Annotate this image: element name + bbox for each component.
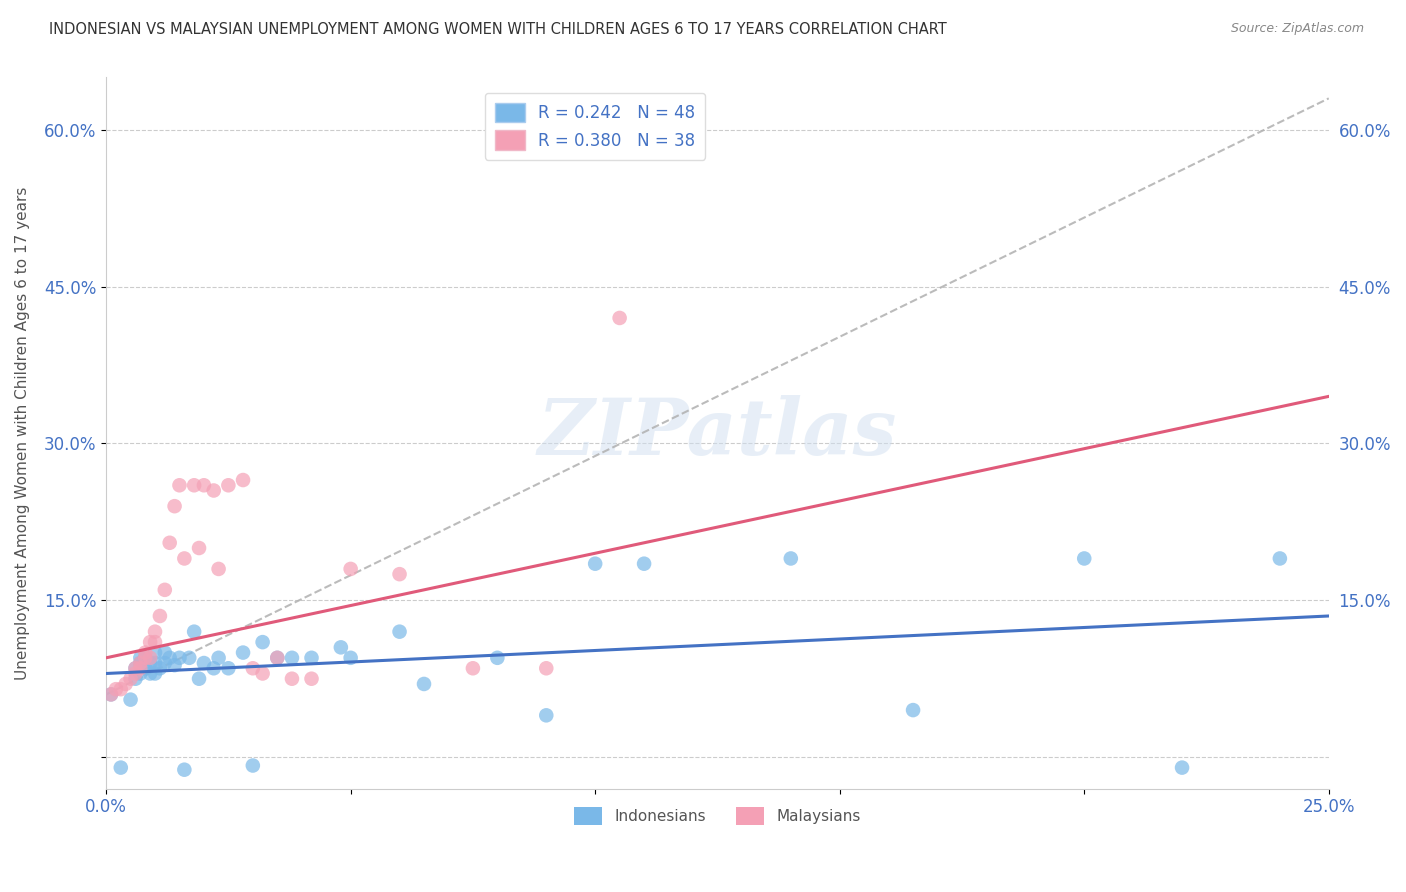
Point	[188, 541, 211, 555]
Point	[179, 650, 201, 665]
Point	[281, 672, 304, 686]
Point	[153, 582, 176, 597]
Point	[129, 666, 152, 681]
Point	[217, 478, 239, 492]
Point	[583, 557, 606, 571]
Point	[193, 656, 215, 670]
Point	[266, 650, 288, 665]
Point	[110, 682, 132, 697]
Point	[1171, 761, 1194, 775]
Point	[301, 672, 323, 686]
Point	[461, 661, 484, 675]
Point	[188, 672, 211, 686]
Point	[134, 646, 156, 660]
Point	[100, 687, 122, 701]
Point	[486, 650, 509, 665]
Point	[217, 661, 239, 675]
Point	[609, 310, 631, 325]
Point	[134, 650, 156, 665]
Point	[139, 650, 162, 665]
Text: Source: ZipAtlas.com: Source: ZipAtlas.com	[1230, 22, 1364, 36]
Point	[143, 624, 166, 639]
Point	[536, 708, 558, 723]
Point	[104, 682, 127, 697]
Point	[232, 646, 254, 660]
Point	[129, 656, 152, 670]
Text: ZIPatlas: ZIPatlas	[537, 395, 897, 471]
Point	[153, 646, 176, 660]
Point	[779, 551, 801, 566]
Point	[193, 478, 215, 492]
Point	[252, 666, 274, 681]
Point	[633, 557, 655, 571]
Point	[329, 640, 352, 655]
Point	[100, 687, 122, 701]
Point	[1073, 551, 1095, 566]
Point	[124, 661, 146, 675]
Point	[149, 609, 172, 624]
Point	[143, 635, 166, 649]
Point	[134, 650, 156, 665]
Point	[149, 661, 172, 675]
Point	[242, 661, 264, 675]
Point	[173, 763, 195, 777]
Point	[207, 650, 229, 665]
Text: INDONESIAN VS MALAYSIAN UNEMPLOYMENT AMONG WOMEN WITH CHILDREN AGES 6 TO 17 YEAR: INDONESIAN VS MALAYSIAN UNEMPLOYMENT AMO…	[49, 22, 948, 37]
Point	[242, 758, 264, 772]
Point	[202, 661, 225, 675]
Point	[139, 635, 162, 649]
Point	[388, 567, 411, 582]
Point	[139, 656, 162, 670]
Point	[143, 646, 166, 660]
Point	[281, 650, 304, 665]
Point	[114, 677, 136, 691]
Point	[173, 551, 195, 566]
Point	[163, 658, 186, 673]
Point	[159, 650, 181, 665]
Point	[124, 661, 146, 675]
Point	[163, 499, 186, 513]
Point	[110, 761, 132, 775]
Y-axis label: Unemployment Among Women with Children Ages 6 to 17 years: Unemployment Among Women with Children A…	[15, 186, 30, 680]
Point	[183, 624, 205, 639]
Point	[159, 536, 181, 550]
Point	[207, 562, 229, 576]
Point	[301, 650, 323, 665]
Point	[120, 692, 142, 706]
Point	[339, 562, 361, 576]
Point	[124, 672, 146, 686]
Point	[124, 666, 146, 681]
Point	[202, 483, 225, 498]
Point	[139, 666, 162, 681]
Point	[143, 656, 166, 670]
Point	[120, 672, 142, 686]
Point	[129, 650, 152, 665]
Point	[169, 650, 191, 665]
Point	[1268, 551, 1291, 566]
Point	[129, 661, 152, 675]
Point	[536, 661, 558, 675]
Point	[901, 703, 924, 717]
Point	[143, 666, 166, 681]
Point	[339, 650, 361, 665]
Legend: Indonesians, Malaysians: Indonesians, Malaysians	[565, 798, 870, 834]
Point	[153, 656, 176, 670]
Point	[388, 624, 411, 639]
Point	[266, 650, 288, 665]
Point	[413, 677, 436, 691]
Point	[183, 478, 205, 492]
Point	[252, 635, 274, 649]
Point	[232, 473, 254, 487]
Point	[169, 478, 191, 492]
Point	[134, 661, 156, 675]
Point	[129, 656, 152, 670]
